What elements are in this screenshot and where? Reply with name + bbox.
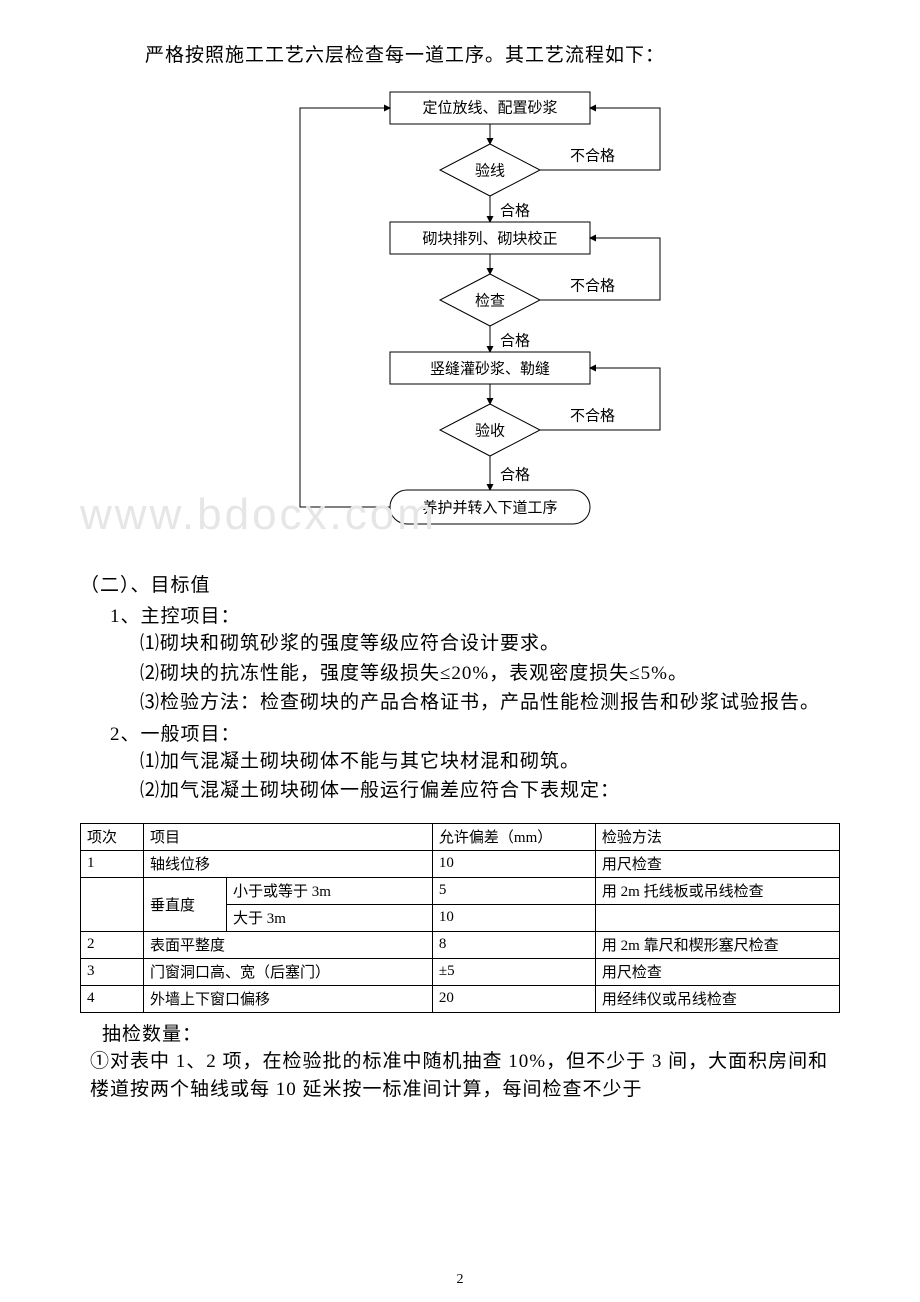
fc-n2-fail: 不合格 [570,147,615,164]
td: 大于 3m [227,904,433,931]
td: 用 2m 托线板或吊线检查 [595,877,839,904]
fc-n5-label: 竖缝灌砂浆、勒缝 [430,359,550,377]
fc-n6-pass: 合格 [500,466,530,483]
td [595,904,839,931]
td: 2 [81,931,144,958]
td: 4 [81,985,144,1012]
table-row: 2 表面平整度 8 用 2m 靠尺和楔形塞尺检查 [81,931,840,958]
fc-n1-label: 定位放线、配置砂浆 [422,98,557,116]
flowchart: 定位放线、配置砂浆 验线 不合格 合格 砌块排列、砌块校正 检查 不合格 [240,82,800,562]
fc-n7-label: 养护并转入下道工序 [422,499,557,516]
sub1-item-3-text: ⑶检验方法：检查砌块的产品合格证书，产品性能检测报告和砂浆试验报告。 [140,692,820,713]
table-row: 垂直度 小于或等于 3m 5 用 2m 托线板或吊线检查 [81,877,840,904]
td: 8 [432,931,595,958]
fc-n6-label: 验收 [475,422,505,439]
sub1-item-1: ⑴砌块和砌筑砂浆的强度等级应符合设计要求。 [140,630,840,658]
fc-n6-fail: 不合格 [570,407,615,424]
td: 门窗洞口高、宽（后塞门） [144,958,433,985]
sub1-title: 1、主控项目： [110,601,840,628]
td: 垂直度 [144,877,227,931]
sub2-item-1: ⑴加气混凝土砌块砌体不能与其它块材混和砌筑。 [140,748,840,776]
th-2: 项目 [144,823,433,850]
intro-text: 严格按照施工工艺六层检查每一道工序。其工艺流程如下： [145,40,840,67]
page-number: 2 [0,1272,920,1288]
td: ±5 [432,958,595,985]
th-3: 允许偏差（mm） [432,823,595,850]
td [81,877,144,931]
td: 用 2m 靠尺和楔形塞尺检查 [595,931,839,958]
sampling-para: ①对表中 1、2 项，在检验批的标准中随机抽查 10%，但不少于 3 间，大面积… [90,1048,840,1105]
fc-n4-pass: 合格 [500,332,530,349]
sub2-title: 2、一般项目： [110,719,840,746]
td: 20 [432,985,595,1012]
fc-n2-label: 验线 [475,162,505,179]
td: 外墙上下窗口偏移 [144,985,433,1012]
sampling-title: 抽检数量： [102,1019,840,1046]
th-1: 项次 [81,823,144,850]
td: 表面平整度 [144,931,433,958]
td: 10 [432,850,595,877]
fc-n2-pass: 合格 [500,202,530,219]
fc-n4-label: 检查 [475,292,505,309]
table-row: 3 门窗洞口高、宽（后塞门） ±5 用尺检查 [81,958,840,985]
td: 3 [81,958,144,985]
td: 小于或等于 3m [227,877,433,904]
sub1-item-3: ⑶检验方法：检查砌块的产品合格证书，产品性能检测报告和砂浆试验报告。 [140,689,840,717]
td: 轴线位移 [144,850,433,877]
sub1-item-2: ⑵砌块的抗冻性能，强度等级损失≤20%，表观密度损失≤5%。 [140,660,840,688]
sub2-item-2: ⑵加气混凝土砌块砌体一般运行偏差应符合下表规定： [140,777,840,805]
td: 1 [81,850,144,877]
th-4: 检验方法 [595,823,839,850]
td: 用经纬仪或吊线检查 [595,985,839,1012]
td: 用尺检查 [595,958,839,985]
deviation-table: 项次 项目 允许偏差（mm） 检验方法 1 轴线位移 10 用尺检查 垂直度 小… [80,823,840,1013]
table-row: 1 轴线位移 10 用尺检查 [81,850,840,877]
fc-n3-label: 砌块排列、砌块校正 [422,230,557,247]
section-2-title: （二）、目标值 [80,570,840,597]
td: 5 [432,877,595,904]
table-row: 4 外墙上下窗口偏移 20 用经纬仪或吊线检查 [81,985,840,1012]
table-header-row: 项次 项目 允许偏差（mm） 检验方法 [81,823,840,850]
fc-n4-fail: 不合格 [570,277,615,294]
td: 用尺检查 [595,850,839,877]
td: 10 [432,904,595,931]
